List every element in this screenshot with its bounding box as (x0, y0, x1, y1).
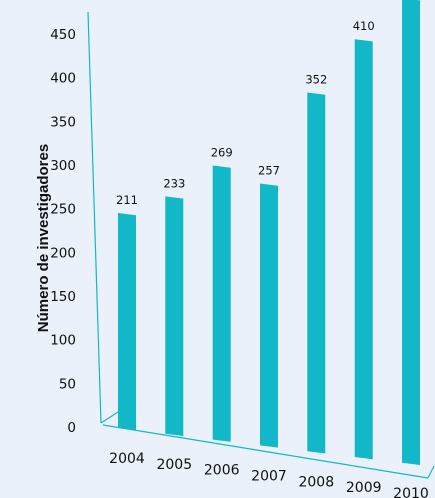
y-tick-labels: 0 50 100 150 200 250 300 350 400 450 (50, 27, 76, 436)
y-axis-line (87, 11, 102, 424)
y-tick-label: 0 (67, 420, 76, 436)
y-tick-label: 50 (59, 376, 76, 392)
y-tick-label: 350 (50, 114, 76, 130)
y-tick-label: 450 (50, 27, 76, 43)
data-label: 211 (116, 193, 138, 207)
y-axis-label: Número de investigadores (35, 144, 52, 332)
x-axis-line (102, 424, 429, 479)
y-tick-label: 100 (50, 333, 76, 349)
data-label: 233 (163, 176, 185, 190)
x-tick-label: 2010 (393, 486, 429, 498)
x-tick-label: 2006 (204, 463, 240, 479)
data-label: 257 (258, 164, 280, 178)
y-tick-label: 400 (50, 71, 76, 87)
bar-2009 (354, 39, 373, 460)
x-tick-label: 2004 (109, 451, 145, 467)
y-tick-label: 250 (50, 202, 76, 218)
y-tick-label: 150 (50, 289, 76, 305)
bar-2004 (118, 213, 136, 431)
y-tick-label: 300 (50, 158, 76, 174)
x-tick-label: 2009 (346, 480, 382, 496)
y-tick-label: 200 (50, 245, 76, 261)
data-label: 269 (211, 146, 233, 160)
data-labels: 211233269257352410456 (116, 19, 375, 207)
x-tick-label: 2005 (156, 457, 192, 473)
bar-2005 (165, 196, 184, 436)
x-tick-labels: 2004 2005 2006 2007 2008 2009 2010 (109, 451, 429, 498)
bar-2007 (260, 183, 278, 448)
data-label: 352 (305, 73, 327, 87)
bars (118, 0, 420, 465)
data-label: 410 (353, 19, 375, 33)
bar-2008 (307, 92, 326, 454)
axes (87, 11, 435, 479)
x-tick-label: 2007 (251, 469, 287, 485)
x-tick-label: 2008 (298, 474, 334, 490)
bar-2010 (402, 0, 420, 465)
bar-2006 (212, 165, 231, 442)
floor-edge-line (100, 411, 119, 424)
floor-corner-line (427, 465, 435, 479)
